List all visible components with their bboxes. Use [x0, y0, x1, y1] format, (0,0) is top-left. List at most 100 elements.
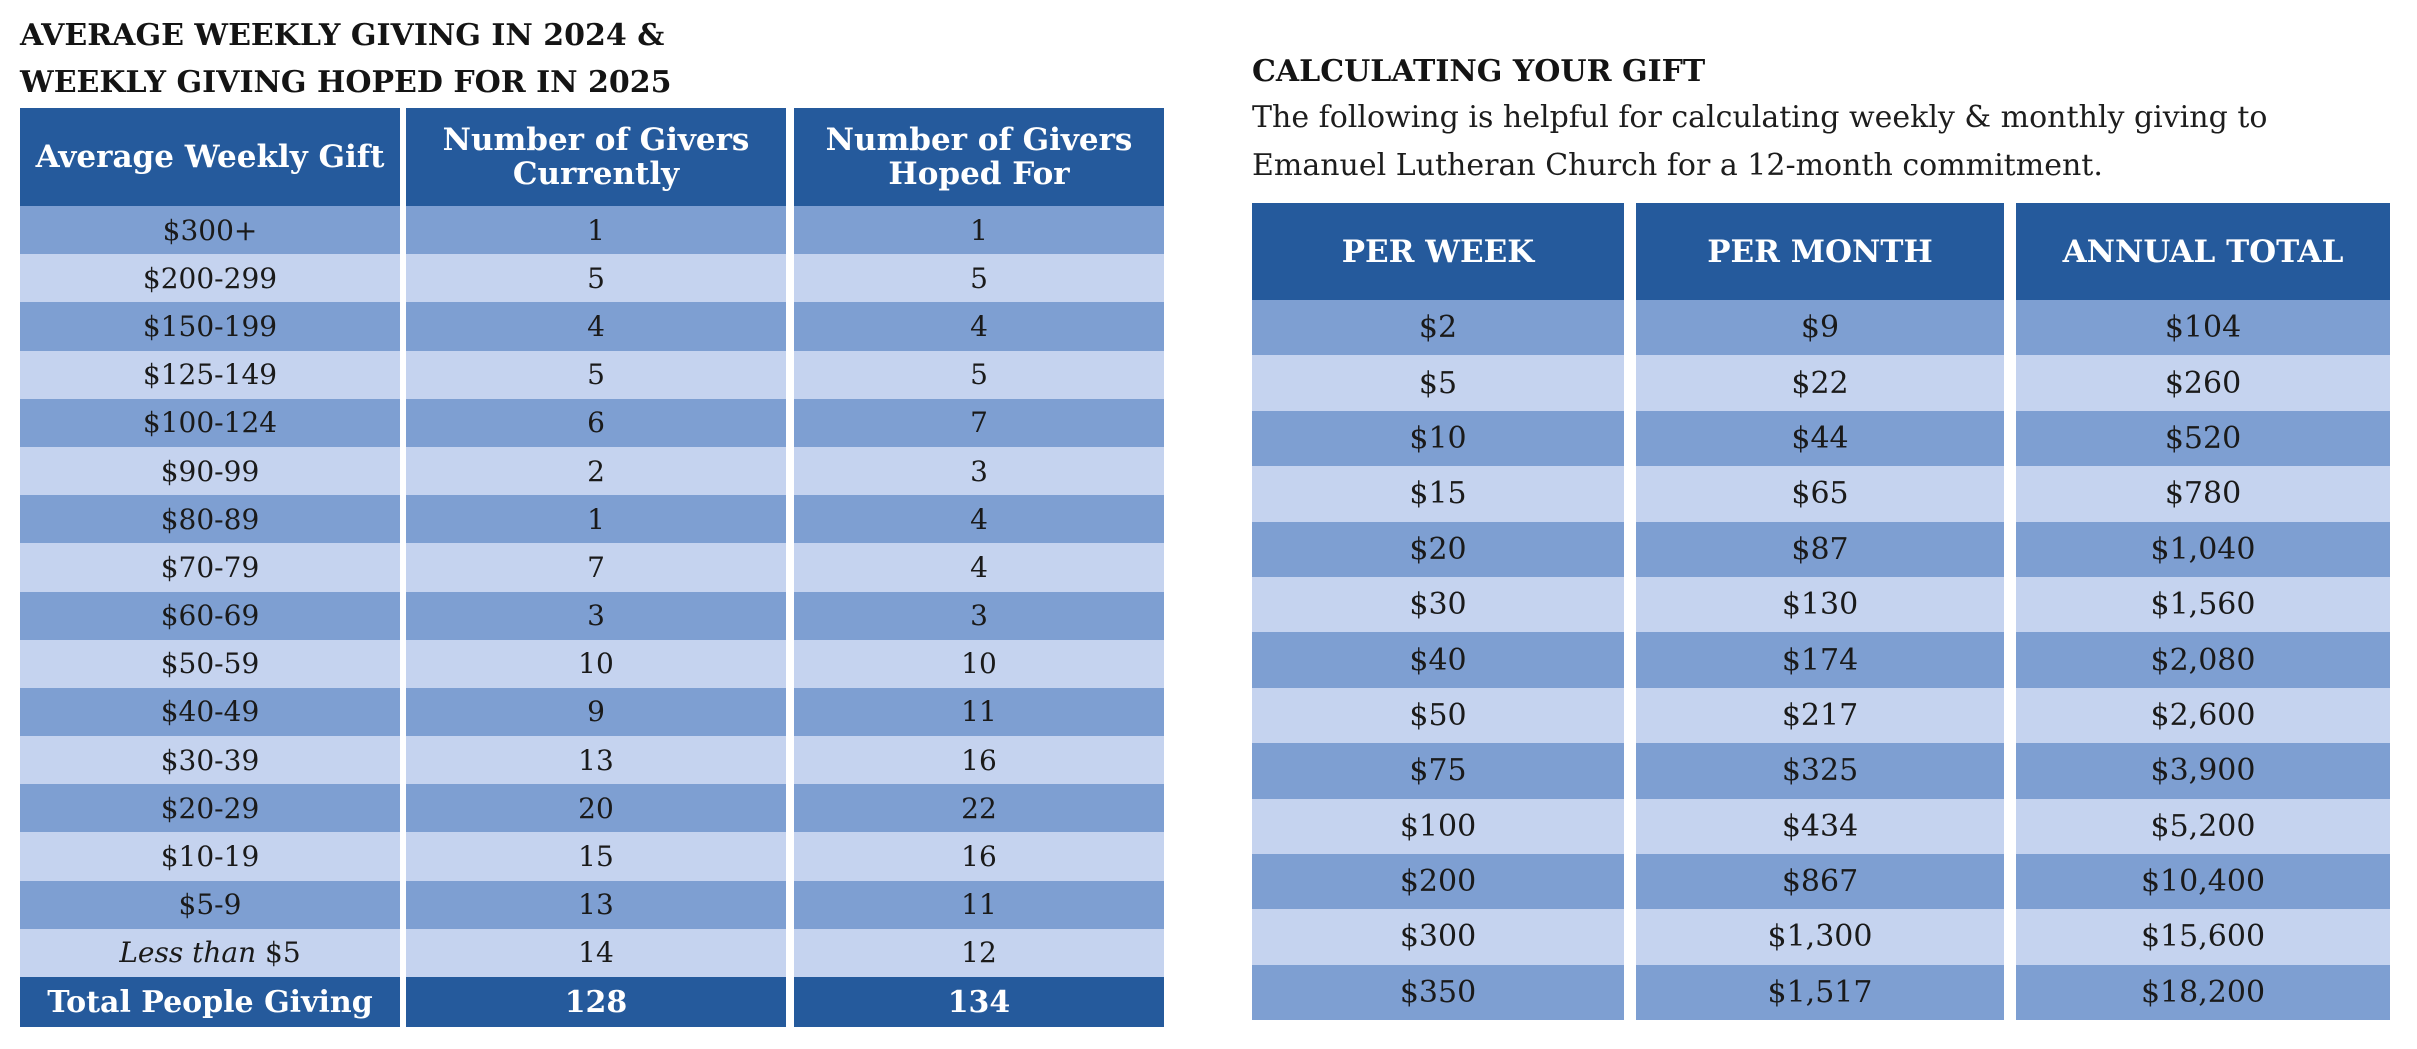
cell-hoped: 4: [794, 543, 1164, 592]
cell-current: 6: [406, 398, 786, 447]
cell-hoped: 3: [794, 591, 1164, 640]
cell-gift: $150-199: [20, 302, 400, 351]
header-annual-total: ANNUAL TOTAL: [2016, 203, 2390, 300]
cell-week: $50: [1252, 687, 1624, 744]
cell-annual: $2,600: [2016, 687, 2390, 744]
intro-line-1: The following is helpful for calculating…: [1252, 100, 2268, 135]
cell-month: $22: [1636, 355, 2004, 411]
cell-week: $40: [1252, 632, 1624, 688]
column-per-month: PER MONTH $9 $22 $44 $65 $87 $130 $174 $…: [1636, 203, 2004, 1021]
cell-month: $1,300: [1636, 909, 2004, 965]
left-title-line-2: WEEKLY GIVING HOPED FOR IN 2025: [20, 65, 672, 100]
cell-gift: $20-29: [20, 784, 400, 833]
cell-current: 10: [406, 639, 786, 688]
left-section-title: AVERAGE WEEKLY GIVING IN 2024 & WEEKLY G…: [20, 12, 1200, 106]
cell-gift: $50-59: [20, 639, 400, 688]
total-label: Total People Giving: [20, 977, 400, 1027]
cell-current: 20: [406, 784, 786, 833]
cell-gift: $30-39: [20, 736, 400, 785]
cell-gift: $300+: [20, 206, 400, 255]
cell-current: 2: [406, 446, 786, 496]
cell-hoped: 1: [794, 206, 1164, 255]
intro-line-2: Emanuel Lutheran Church for a 12-month c…: [1252, 148, 2103, 183]
cell-gift: $80-89: [20, 495, 400, 544]
cell-hoped: 4: [794, 495, 1164, 544]
cell-current: 5: [406, 254, 786, 303]
cell-hoped: 11: [794, 687, 1164, 737]
cell-current: 7: [406, 543, 786, 592]
cell-gift: $100-124: [20, 398, 400, 447]
cell-annual: $260: [2016, 355, 2390, 411]
cell-gift-less-than: Less than $5: [20, 928, 400, 977]
cell-week: $75: [1252, 743, 1624, 799]
cell-month: $65: [1636, 466, 2004, 522]
cell-month: $87: [1636, 521, 2004, 577]
cell-annual: $1,560: [2016, 576, 2390, 633]
cell-annual: $18,200: [2016, 964, 2390, 1021]
header-per-week: PER WEEK: [1252, 203, 1624, 300]
cell-annual: $104: [2016, 300, 2390, 356]
cell-month: $174: [1636, 632, 2004, 688]
column-per-week: PER WEEK $2 $5 $10 $15 $20 $30 $40 $50 $…: [1252, 203, 1624, 1021]
cell-current: 15: [406, 832, 786, 881]
total-hoped: 134: [794, 977, 1164, 1027]
column-annual-total: ANNUAL TOTAL $104 $260 $520 $780 $1,040 …: [2016, 203, 2390, 1021]
cell-month: $217: [1636, 687, 2004, 744]
cell-week: $20: [1252, 521, 1624, 577]
cell-annual: $780: [2016, 466, 2390, 522]
right-section-title: CALCULATING YOUR GIFT: [1252, 54, 1706, 89]
cell-current: 4: [406, 302, 786, 351]
cell-week: $10: [1252, 410, 1624, 467]
left-title-line-1: AVERAGE WEEKLY GIVING IN 2024 &: [20, 18, 665, 53]
cell-current: 5: [406, 350, 786, 399]
cell-hoped: 5: [794, 254, 1164, 303]
cell-hoped: 12: [794, 928, 1164, 977]
cell-week: $100: [1252, 798, 1624, 854]
cell-gift: $90-99: [20, 446, 400, 496]
header-per-month: PER MONTH: [1636, 203, 2004, 300]
cell-hoped: 16: [794, 736, 1164, 785]
cell-annual: $15,600: [2016, 909, 2390, 965]
cell-month: $44: [1636, 410, 2004, 467]
less-than-label: Less than: [119, 936, 257, 970]
column-average-weekly-gift: Average Weekly Gift $300+ $200-299 $150-…: [20, 108, 400, 1027]
cell-hoped: 22: [794, 784, 1164, 833]
total-current: 128: [406, 977, 786, 1027]
cell-current: 1: [406, 206, 786, 255]
giving-table: Average Weekly Gift $300+ $200-299 $150-…: [20, 108, 1164, 1027]
cell-gift: $60-69: [20, 591, 400, 640]
cell-annual: $10,400: [2016, 853, 2390, 910]
cell-current: 13: [406, 736, 786, 785]
column-givers-currently: Number of Givers Currently 1 5 4 5 6 2 1…: [406, 108, 786, 1027]
cell-annual: $1,040: [2016, 521, 2390, 577]
header-givers-hoped-for: Number of Givers Hoped For: [794, 108, 1164, 206]
header-givers-currently: Number of Givers Currently: [406, 108, 786, 206]
cell-month: $9: [1636, 300, 2004, 356]
cell-hoped: 16: [794, 832, 1164, 881]
cell-current: 3: [406, 591, 786, 640]
cell-hoped: 4: [794, 302, 1164, 351]
less-than-amount: $5: [265, 936, 301, 970]
cell-current: 9: [406, 687, 786, 737]
cell-month: $434: [1636, 798, 2004, 854]
cell-hoped: 5: [794, 350, 1164, 399]
cell-hoped: 7: [794, 398, 1164, 447]
cell-annual: $5,200: [2016, 798, 2390, 854]
cell-month: $867: [1636, 853, 2004, 910]
cell-month: $325: [1636, 743, 2004, 799]
cell-week: $300: [1252, 909, 1624, 965]
gift-calculator-table: PER WEEK $2 $5 $10 $15 $20 $30 $40 $50 $…: [1252, 203, 2390, 1021]
cell-gift: $125-149: [20, 350, 400, 399]
cell-week: $2: [1252, 300, 1624, 356]
cell-hoped: 10: [794, 639, 1164, 688]
cell-hoped: 3: [794, 446, 1164, 496]
cell-week: $350: [1252, 964, 1624, 1021]
cell-month: $130: [1636, 576, 2004, 633]
right-section-intro: The following is helpful for calculating…: [1252, 94, 2392, 190]
column-givers-hoped-for: Number of Givers Hoped For 1 5 4 5 7 3 4…: [794, 108, 1164, 1027]
cell-annual: $2,080: [2016, 632, 2390, 688]
cell-gift: $5-9: [20, 880, 400, 929]
cell-annual: $520: [2016, 410, 2390, 467]
cell-week: $30: [1252, 576, 1624, 633]
cell-gift: $40-49: [20, 687, 400, 737]
